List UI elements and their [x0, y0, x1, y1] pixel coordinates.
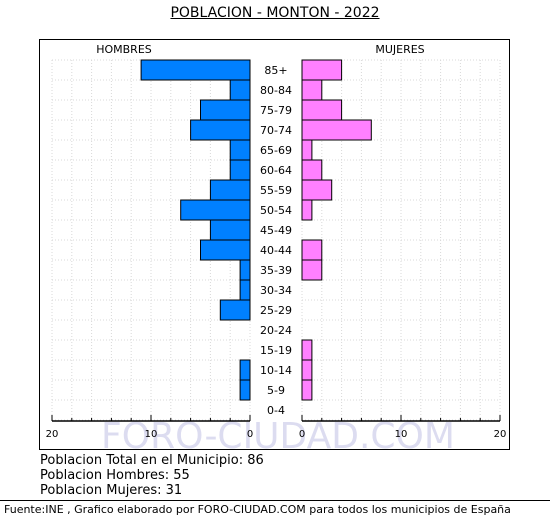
age-label-0-4: 0-4: [267, 404, 285, 417]
bar-men-65-69: [229, 139, 251, 161]
tick-label-men: 20: [46, 429, 59, 440]
age-label-50-54: 50-54: [260, 204, 292, 217]
bar-men-70-74: [190, 119, 251, 141]
age-label-70-74: 70-74: [260, 124, 292, 137]
men-label: HOMBRES: [96, 43, 152, 56]
watermark: FORO-CIUDAD.COM: [101, 416, 455, 451]
total-population: Poblacion Total en el Municipio: 86: [40, 453, 264, 468]
bar-men-25-29: [219, 299, 251, 321]
age-label-60-64: 60-64: [260, 164, 292, 177]
bar-women-55-59: [301, 179, 333, 201]
bar-men-5-9: [239, 379, 251, 401]
women-population: Poblacion Mujeres: 31: [40, 483, 183, 498]
bar-men-30-34: [239, 279, 251, 301]
tick-label-women: 0: [299, 429, 305, 440]
age-label-25-29: 25-29: [260, 304, 292, 317]
age-label-35-39: 35-39: [260, 264, 292, 277]
age-label-65-69: 65-69: [260, 144, 292, 157]
age-labels: 85+ 80-84 75-79 70-74 65-69 60-64 55-59 50-54 45…: [260, 64, 292, 417]
bar-men-60-64: [229, 159, 251, 181]
bar-women-40-44: [301, 239, 323, 261]
chart-title: POBLACION - MONTON - 2022: [170, 5, 380, 21]
tick-label-men: 0: [247, 429, 253, 440]
pyramid-svg: FORO-CIUDAD.COM 85+ 80-84 75-79 70-74 65-69 6…: [46, 43, 507, 451]
bar-men-45-49: [209, 219, 251, 241]
age-label-40-44: 40-44: [260, 244, 292, 257]
bars: [140, 59, 372, 401]
tick-label-men: 10: [145, 429, 158, 440]
tick-label-women: 20: [494, 429, 507, 440]
age-label-55-59: 55-59: [260, 184, 292, 197]
bar-women-10-14: [301, 359, 313, 381]
bar-women-70-74: [301, 119, 372, 141]
divider: [0, 500, 550, 501]
x-axis: 20 10 0 0 10 20: [46, 415, 507, 440]
women-label: MUJERES: [375, 43, 424, 56]
bar-men-75-79: [200, 99, 251, 121]
bar-women-15-19: [301, 339, 313, 361]
tick-label-women: 10: [395, 429, 408, 440]
bar-women-50-54: [301, 199, 313, 221]
pyramid-chart: FORO-CIUDAD.COM 85+ 80-84 75-79 70-74 65-69 6…: [39, 39, 510, 451]
age-label-85+: 85+: [264, 64, 287, 77]
source-note: Fuente:INE , Grafico elaborado por FORO-…: [4, 503, 511, 516]
bar-women-85+: [301, 59, 343, 81]
bar-women-75-79: [301, 99, 343, 121]
bar-men-10-14: [239, 359, 251, 381]
age-label-80-84: 80-84: [260, 84, 292, 97]
age-label-75-79: 75-79: [260, 104, 292, 117]
bar-women-65-69: [301, 139, 313, 161]
bar-men-40-44: [200, 239, 251, 261]
bar-women-80-84: [301, 79, 323, 101]
bar-men-50-54: [180, 199, 251, 221]
age-label-15-19: 15-19: [260, 344, 292, 357]
bar-men-35-39: [239, 259, 251, 281]
bar-men-85+: [140, 59, 251, 81]
bar-men-80-84: [229, 79, 251, 101]
bar-women-60-64: [301, 159, 323, 181]
age-label-20-24: 20-24: [260, 324, 292, 337]
age-label-30-34: 30-34: [260, 284, 292, 297]
age-label-10-14: 10-14: [260, 364, 292, 377]
men-population: Poblacion Hombres: 55: [40, 468, 190, 483]
bar-men-55-59: [209, 179, 251, 201]
bar-women-5-9: [301, 379, 313, 401]
age-label-45-49: 45-49: [260, 224, 292, 237]
bar-women-35-39: [301, 259, 323, 281]
age-label-5-9: 5-9: [267, 384, 285, 397]
